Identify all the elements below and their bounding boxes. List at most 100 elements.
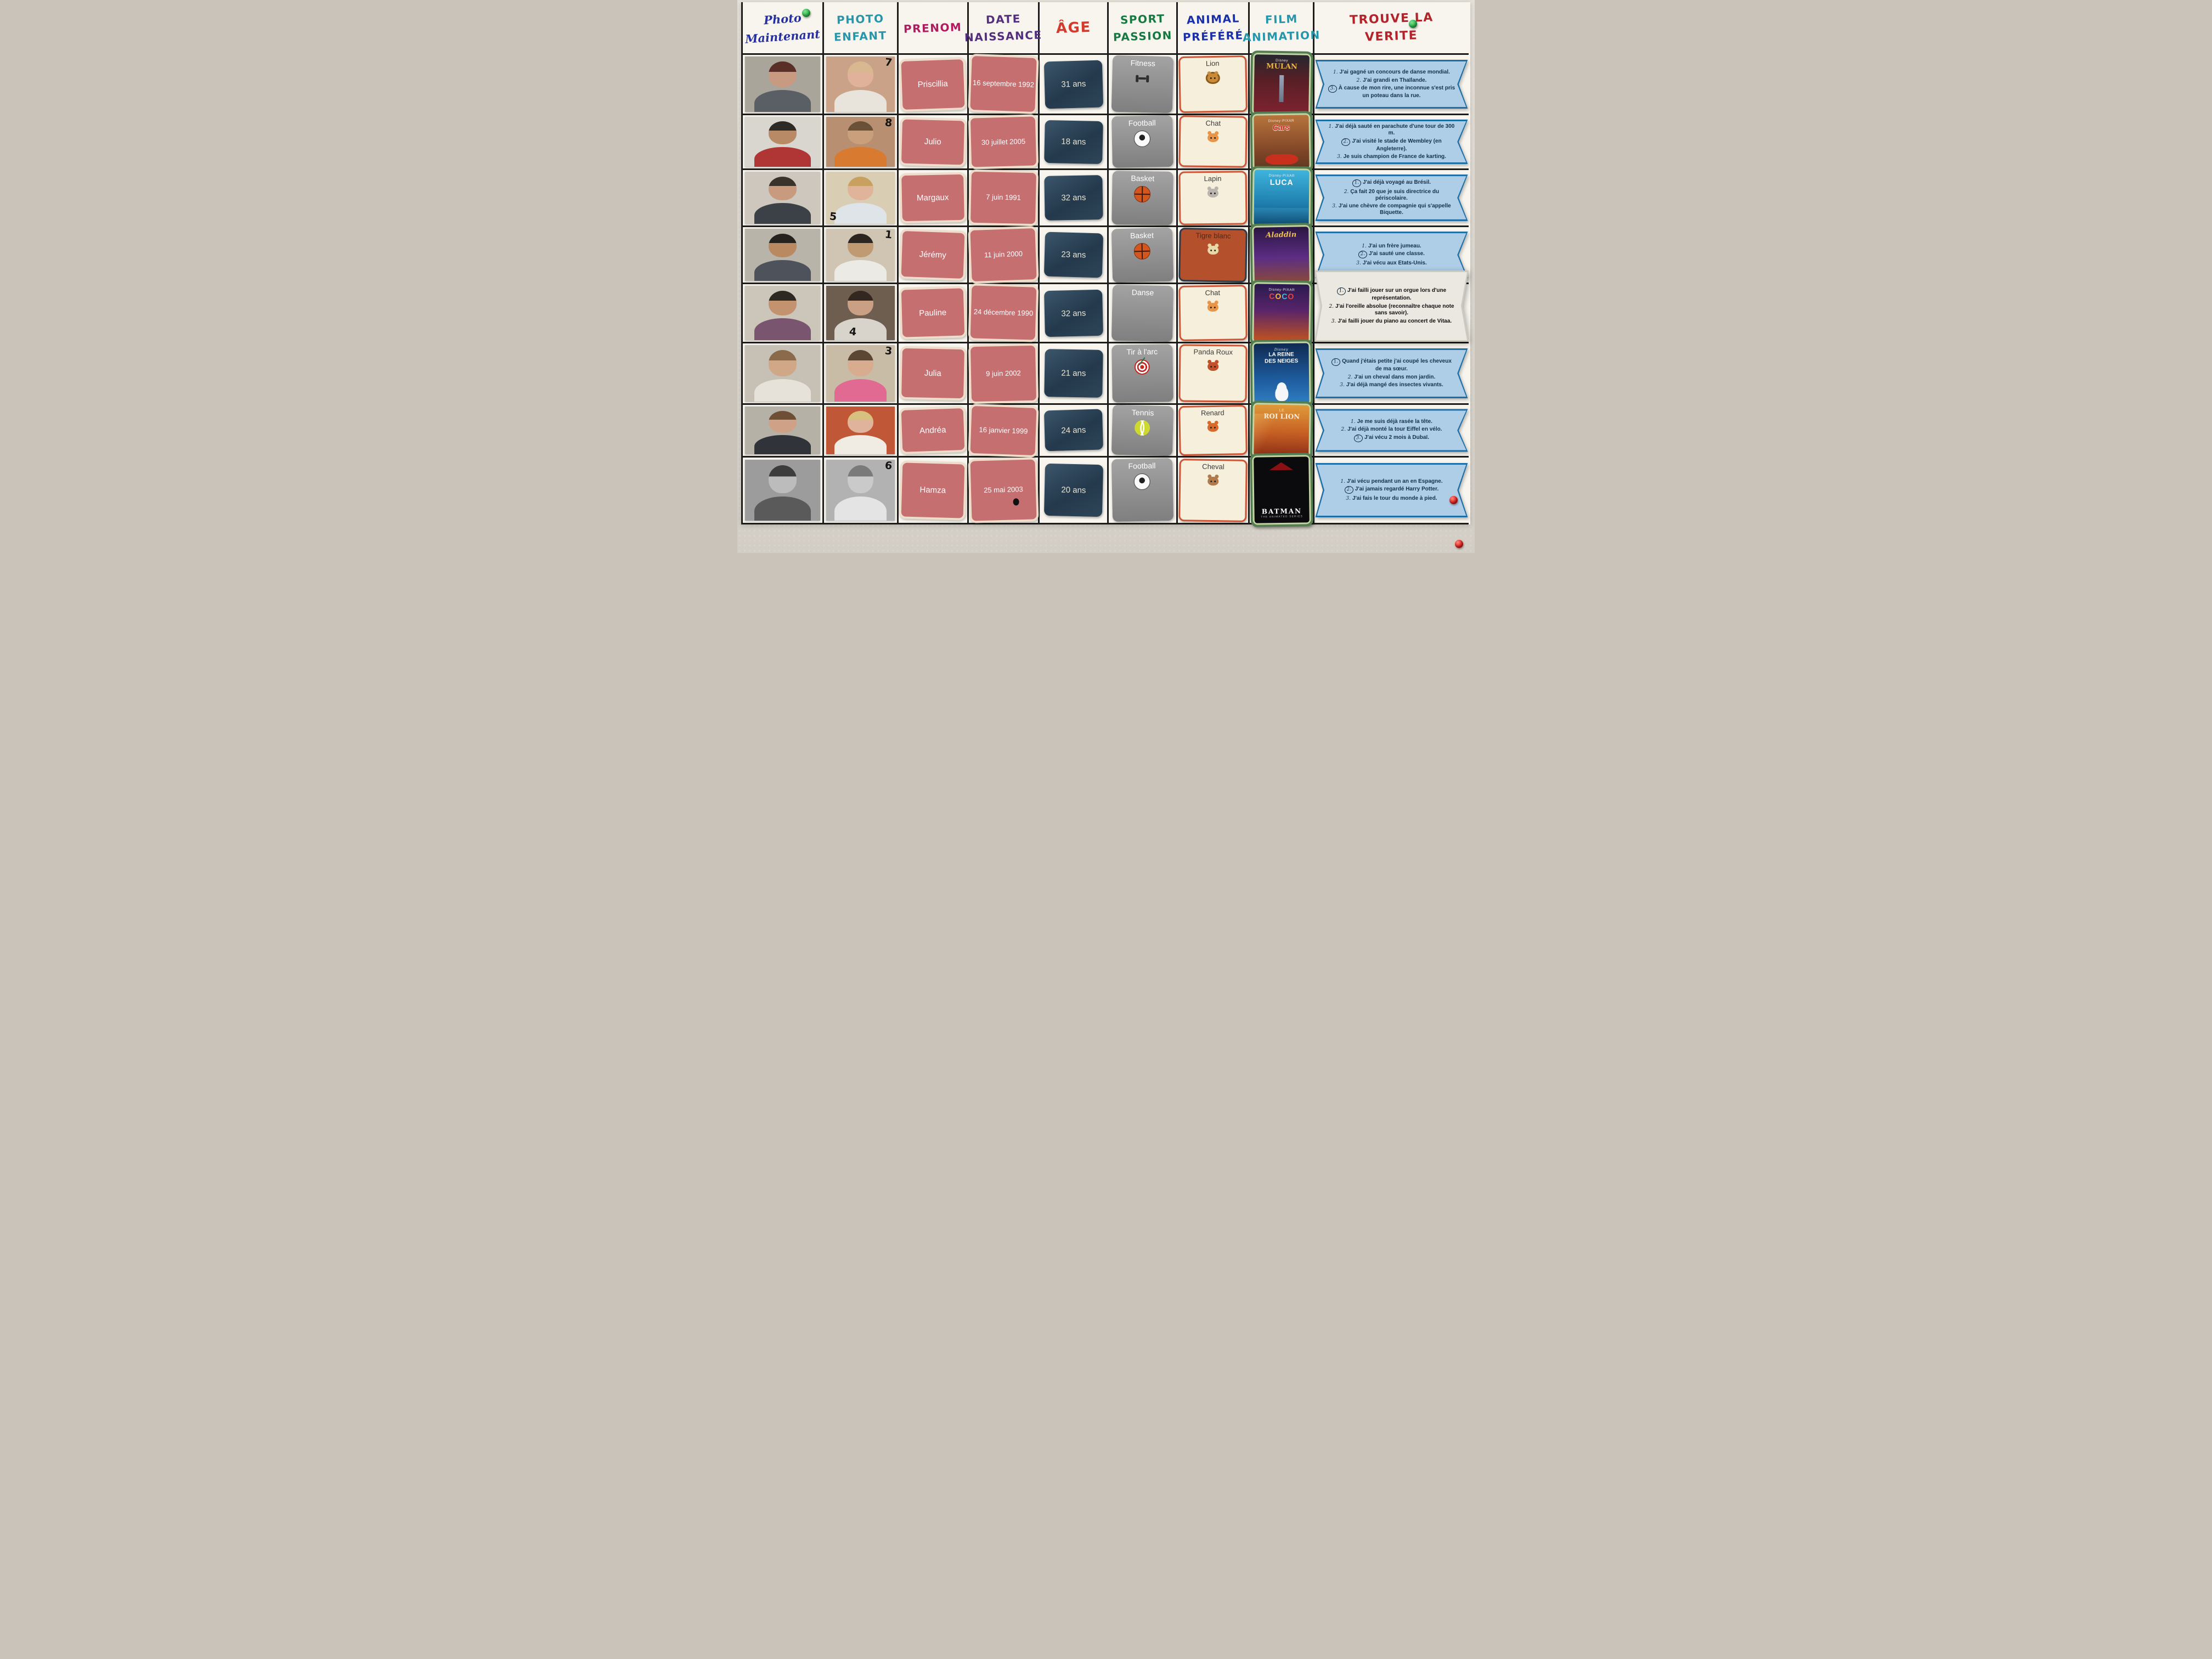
film-title: BATMAN — [1261, 507, 1302, 516]
animal-label: Tigre blanc — [1195, 231, 1231, 240]
statement-text: J'ai visité le stade de Wembley (en Angl… — [1352, 138, 1442, 152]
birthdate-card: 7 juin 1991 — [968, 169, 1039, 227]
fitness-icon — [1135, 70, 1150, 86]
statement-number: 1. — [1362, 243, 1367, 249]
birthdate-card: 25 mai 2003 — [968, 457, 1039, 523]
cell-birthdate: 11 juin 2000 — [968, 225, 1040, 284]
cell-photo-now — [743, 343, 824, 405]
cell-photo-now — [743, 284, 824, 343]
truth-statement: 3. J'ai vécu 2 mois à Dubaï. — [1353, 434, 1429, 443]
cell-photo-child — [824, 405, 899, 458]
cell-film: Disney·PIXAR LUCA — [1249, 166, 1314, 230]
animal-label: Chat — [1205, 119, 1221, 128]
age-text: 18 ans — [1060, 137, 1086, 147]
cell-age: 32 ans — [1040, 170, 1109, 227]
truth-ribbon: 1. J'ai déjà sauté en parachute d'une tou… — [1315, 119, 1468, 165]
cell-truth: 1. J'ai un frère jumeau. 2. J'ai sauté une … — [1314, 227, 1469, 284]
film-title-letter: O — [1287, 292, 1295, 301]
sport-card: Football — [1111, 458, 1173, 522]
truth-ribbon: 1. J'ai gagné un concours de danse mondia… — [1315, 59, 1468, 109]
cell-name: Hamza — [899, 458, 969, 524]
circled-answer-number: 2. — [1344, 486, 1354, 495]
statement-text: À cause de mon rire, une inconnue s'est … — [1338, 85, 1455, 99]
cell-photo-child: 1 — [824, 227, 899, 284]
truth-statement: 2. J'ai déjà monté la tour Eiffel en vélo… — [1341, 426, 1442, 433]
cell-age: 18 ans — [1040, 115, 1109, 170]
cell-name: Jérémy — [899, 227, 969, 284]
age-card: 18 ans — [1043, 120, 1103, 164]
truth-statement: 3. J'ai fais le tour du monde à pied. — [1346, 495, 1437, 502]
statement-text: J'ai une chèvre de compagnie qui s'appel… — [1338, 203, 1451, 216]
cell-animal: Tigre blanc — [1178, 227, 1250, 284]
age-text: 31 ans — [1060, 79, 1086, 89]
film-card: Disney·PIXAR Cars — [1249, 111, 1313, 173]
header-text: VERITE — [1364, 29, 1419, 44]
name-card: Julia — [899, 346, 967, 401]
animal-card: Lapin — [1178, 170, 1248, 225]
child-photo: 3 — [826, 345, 895, 402]
cell-photo-now — [743, 458, 824, 524]
ribbon-face: 1. J'ai failli jouer sur un orgue lors d'… — [1316, 272, 1467, 340]
person-name: Julio — [924, 137, 942, 147]
animal-card: Chat — [1178, 284, 1248, 342]
cell-film: BATMAN THE ANIMATED SERIES — [1249, 453, 1314, 528]
film-poster: Disney·PIXAR LUCA — [1254, 170, 1309, 226]
animal-card: Lion — [1178, 55, 1248, 114]
cell-film: Aladdin — [1249, 223, 1314, 287]
statement-number: 3. — [1346, 496, 1351, 502]
child-photo-number: 1 — [884, 229, 893, 241]
animal-label: Chat — [1205, 288, 1221, 297]
statement-number: 2. — [1347, 374, 1353, 380]
sport-label: Fitness — [1130, 58, 1156, 68]
adult-photo — [745, 459, 820, 521]
statement-text: J'ai vécu aux Etats-Unis. — [1362, 260, 1427, 267]
film-title: Aladdin — [1265, 230, 1296, 240]
animal-head-shape — [1207, 133, 1219, 143]
adult-photo — [745, 57, 820, 112]
film-title: ROI LION — [1263, 412, 1300, 421]
sport-card: Fitness — [1111, 55, 1174, 114]
truth-statement: 2. J'ai sauté une classe. — [1358, 250, 1425, 259]
basket-icon — [1133, 242, 1151, 259]
truth-statement: 3. J'ai déjà mangé des insectes vivants. — [1340, 382, 1443, 388]
sport-card: Danse — [1111, 284, 1173, 342]
child-photo-number: 7 — [884, 57, 893, 69]
cell-sport: Basket — [1109, 170, 1178, 227]
film-card: Disney·PIXAR LUCA — [1249, 166, 1313, 230]
name-card: Julio — [899, 117, 967, 167]
cell-birthdate: 30 juillet 2005 — [968, 114, 1040, 170]
film-poster: Aladdin — [1253, 227, 1310, 283]
cell-animal: Chat — [1178, 284, 1250, 343]
film-card: Disney·PIXAR COCO — [1249, 280, 1313, 346]
age-card: 31 ans — [1043, 60, 1103, 109]
pushpin-red-icon — [1449, 496, 1458, 504]
age-card: 32 ans — [1043, 175, 1103, 221]
animal-head-shape — [1207, 362, 1219, 371]
target-icon — [1135, 359, 1150, 375]
statement-number: 3. — [1332, 204, 1337, 210]
truth-ribbon: 1. Je me suis déjà rasée la tête. 2. J'ai d… — [1315, 409, 1468, 452]
statement-text: J'ai gagné un concours de danse mondial. — [1339, 69, 1450, 75]
header-trouve-la-verite: TROUVE LA VERITE — [1314, 2, 1469, 55]
header-text: SPORT — [1120, 12, 1165, 27]
birthdate-text: 16 janvier 1999 — [979, 425, 1028, 435]
cell-birthdate: 16 septembre 1992 — [968, 54, 1040, 115]
film-card: LE ROI LION — [1249, 400, 1313, 460]
cell-age: 24 ans — [1040, 405, 1109, 458]
header-photo-enfant: PHOTO ENFANT — [824, 2, 899, 55]
film-title-letter: O — [1274, 291, 1282, 301]
header-text: DATE — [985, 12, 1022, 27]
adult-photo — [745, 286, 820, 340]
truth-statement: 1. J'ai déjà sauté en parachute d'une tou… — [1328, 123, 1455, 137]
film-subtitle: THE ANIMATED SERIES — [1260, 516, 1303, 520]
adult-photo — [745, 406, 820, 455]
cell-sport: Football — [1109, 458, 1178, 524]
animal-head-shape — [1207, 422, 1219, 432]
truth-ribbon: 1. J'ai failli jouer sur un orgue lors d'… — [1314, 270, 1469, 342]
ribbon-face: 1. J'ai déjà sauté en parachute d'une tou… — [1317, 121, 1466, 163]
age-card: 23 ans — [1043, 232, 1103, 278]
cell-photo-child: 3 — [824, 343, 899, 405]
animal-head-shape — [1207, 245, 1219, 255]
circled-answer-number: 1. — [1336, 287, 1346, 296]
film-poster: Disney MULAN — [1253, 54, 1310, 115]
